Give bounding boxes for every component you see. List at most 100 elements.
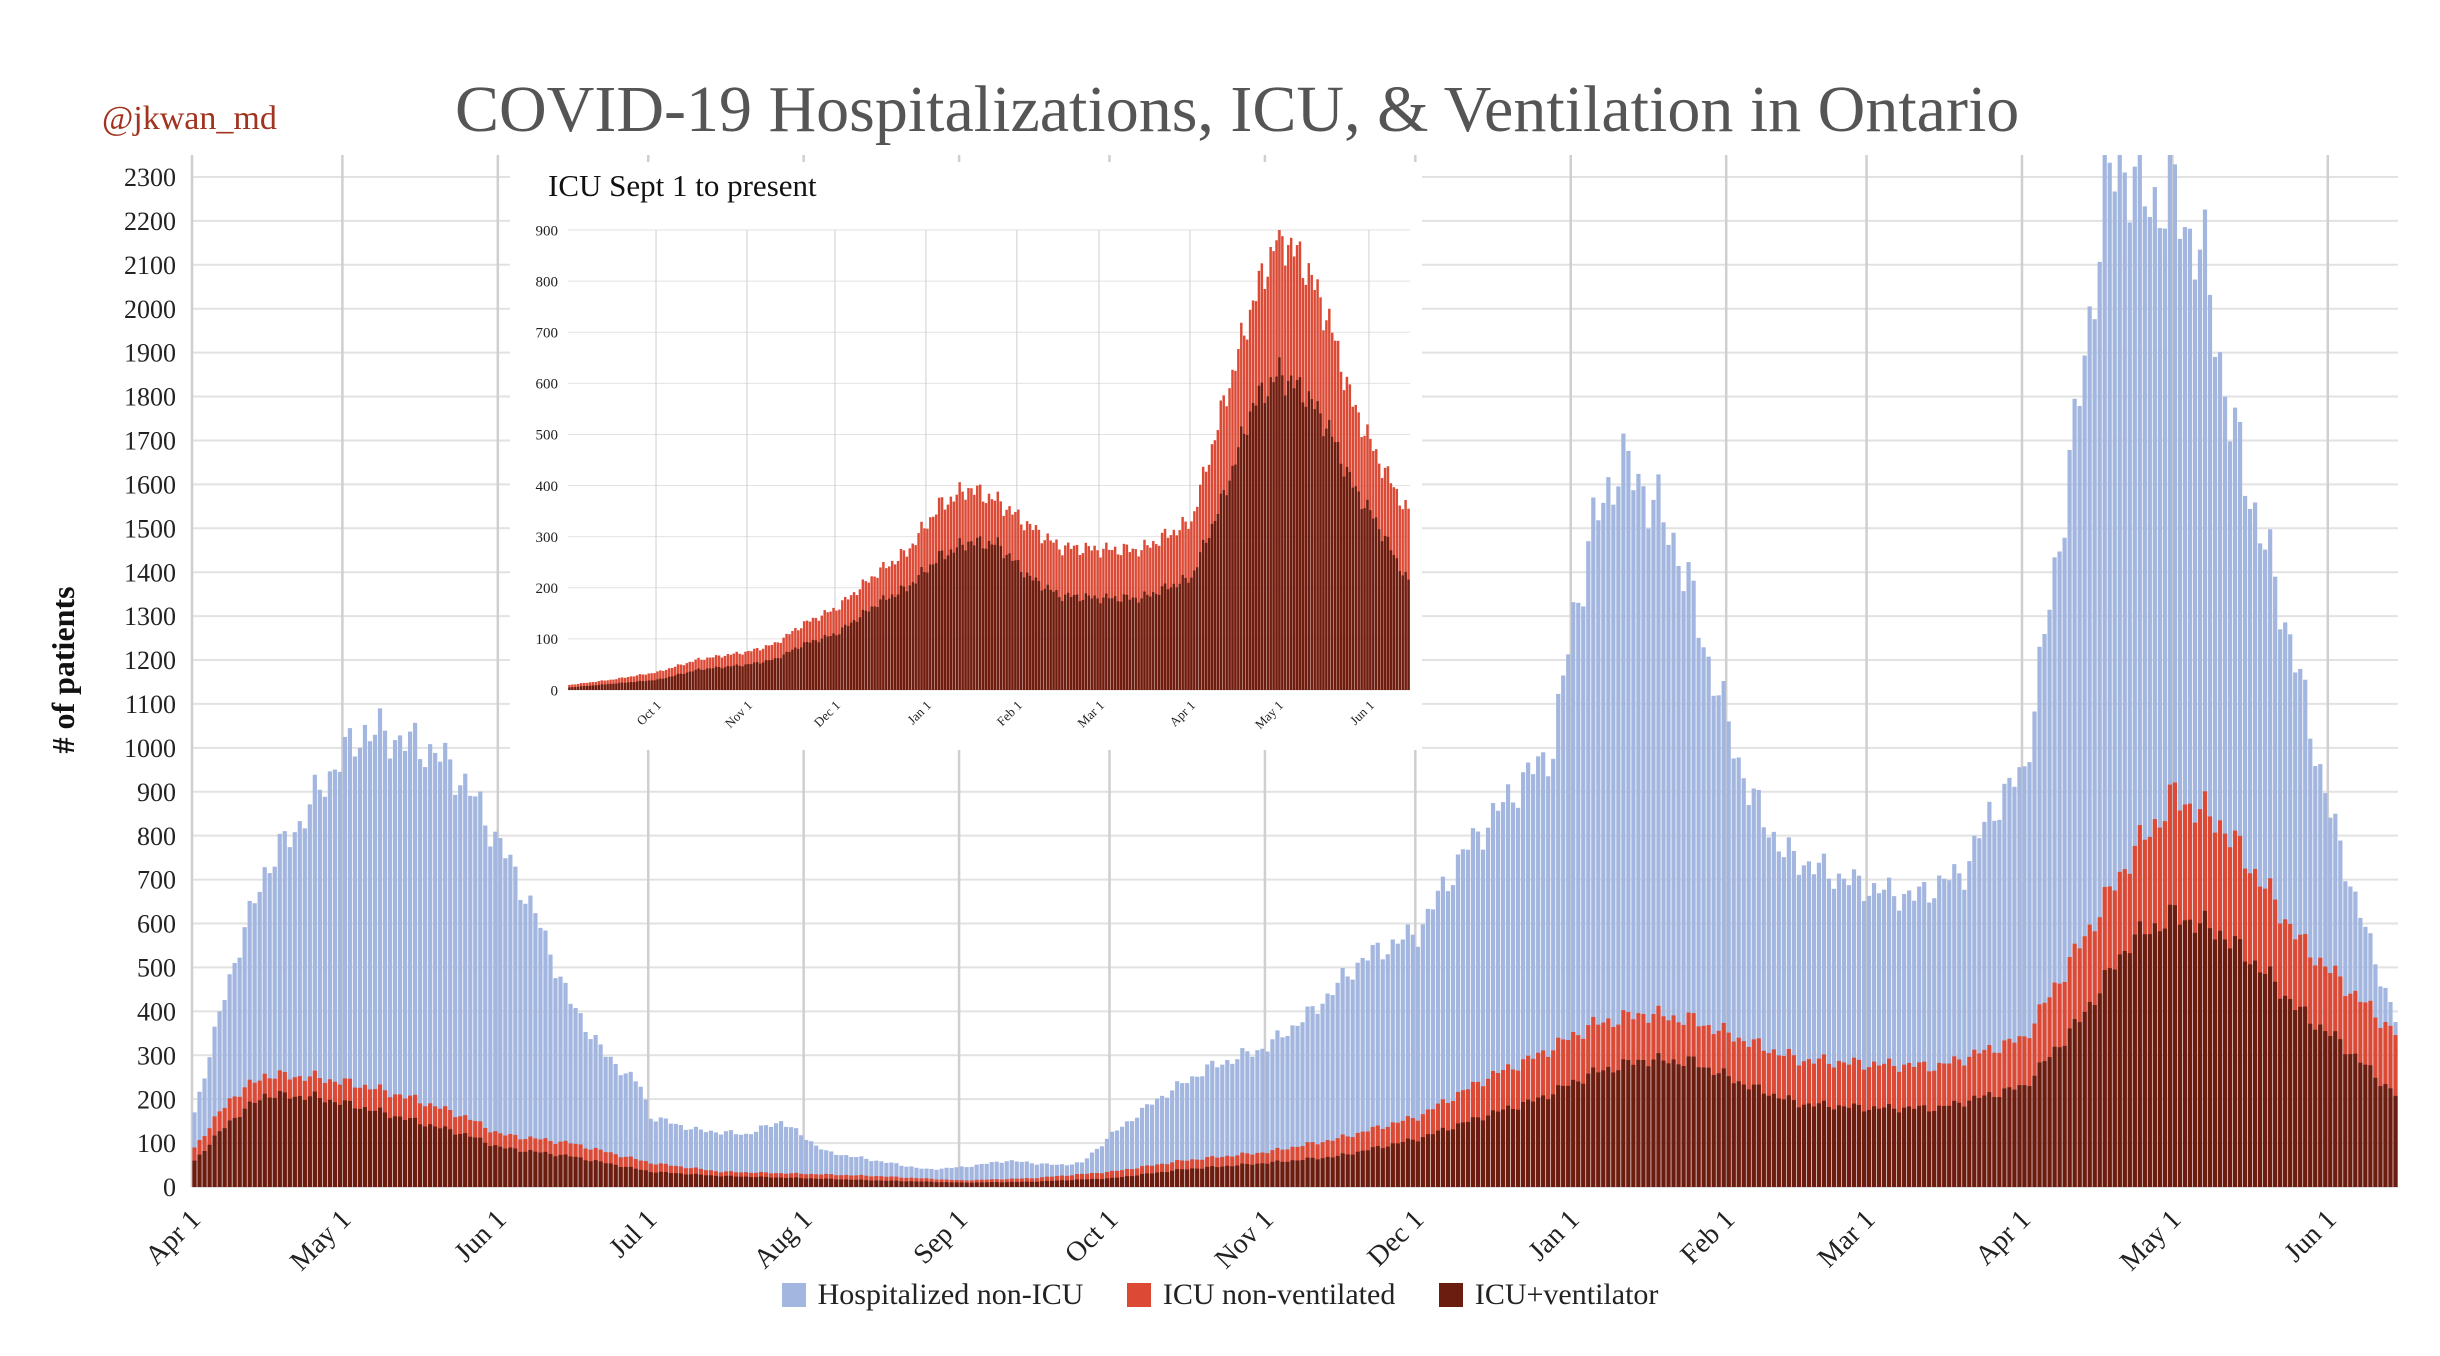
bar-hospitalized-non-icu xyxy=(292,832,297,1187)
bar-icu-ventilator xyxy=(770,659,774,690)
bar-icu-ventilator xyxy=(728,1175,734,1187)
bar-icu-ventilator xyxy=(1039,1181,1044,1187)
bar-icu-ventilator xyxy=(362,1107,368,1187)
bar-icu-ventilator xyxy=(703,1175,709,1187)
bar-hospitalized-non-icu xyxy=(2027,762,2032,1187)
bar-icu-ventilator xyxy=(993,544,997,690)
bar-icu-ventilator xyxy=(1415,1141,1420,1187)
bar-icu-ventilator xyxy=(849,1179,854,1187)
bar-icu-ventilator xyxy=(2042,1061,2047,1187)
bar-hospitalized-non-icu xyxy=(1821,853,1827,1187)
bar-hospitalized-non-icu xyxy=(2057,551,2062,1187)
bar-icu-ventilator xyxy=(202,1151,207,1187)
bar-icu-ventilator xyxy=(473,1137,478,1187)
bar-icu-ventilator xyxy=(711,668,715,690)
bar-icu-ventilator xyxy=(2358,1062,2363,1187)
bar-icu-ventilator xyxy=(1336,442,1340,690)
bar-icu-ventilator xyxy=(1275,376,1278,690)
bar-hospitalized-non-icu xyxy=(723,1131,729,1187)
y-tick-label: 0 xyxy=(163,1173,176,1202)
bar-icu-ventilator xyxy=(788,651,791,690)
bar-icu-ventilator xyxy=(1146,594,1149,690)
bar-icu-ventilator xyxy=(1821,1100,1827,1187)
bar-icu-ventilator xyxy=(1826,1106,1832,1187)
bar-icu-ventilator xyxy=(937,551,941,690)
bar-icu-ventilator xyxy=(2127,953,2132,1187)
bar-icu-ventilator xyxy=(1616,1070,1621,1187)
bar-icu-ventilator xyxy=(885,599,888,690)
bar-hospitalized-non-icu xyxy=(2288,634,2293,1187)
bar-hospitalized-non-icu xyxy=(548,954,553,1187)
bar-icu-ventilator xyxy=(1014,560,1017,690)
bar-hospitalized-non-icu xyxy=(2162,228,2167,1187)
bar-icu-ventilator xyxy=(574,687,577,690)
bar-icu-ventilator xyxy=(1301,402,1305,690)
bar-hospitalized-non-icu xyxy=(758,1125,764,1187)
bar-icu-ventilator xyxy=(839,1179,844,1187)
bar-icu-ventilator xyxy=(838,634,841,690)
bar-icu-ventilator xyxy=(1040,590,1044,690)
bar-hospitalized-non-icu xyxy=(2212,356,2218,1187)
bar-icu-ventilator xyxy=(2323,1031,2328,1187)
bar-icu-ventilator xyxy=(1455,1123,1461,1187)
bar-icu-ventilator xyxy=(1272,382,1275,690)
bar-icu-ventilator xyxy=(876,607,879,690)
bar-icu-ventilator xyxy=(2067,1028,2072,1187)
bar-icu-ventilator xyxy=(784,1178,789,1187)
bar-icu-ventilator xyxy=(1199,552,1202,690)
bar-hospitalized-non-icu xyxy=(613,1063,618,1187)
bar-icu-ventilator xyxy=(949,1182,954,1187)
bar-hospitalized-non-icu xyxy=(2097,261,2102,1187)
bar-icu-ventilator xyxy=(888,598,891,690)
bar-icu-ventilator xyxy=(1290,1160,1295,1187)
bar-hospitalized-non-icu xyxy=(1546,776,1551,1187)
bar-icu-ventilator xyxy=(1154,593,1158,690)
bar-icu-ventilator xyxy=(1398,571,1401,690)
bar-hospitalized-non-icu xyxy=(513,866,518,1187)
bar-icu-ventilator xyxy=(1395,558,1399,690)
bar-icu-ventilator xyxy=(629,682,633,690)
bar-icu-ventilator xyxy=(588,1161,593,1187)
bar-icu-ventilator xyxy=(1078,601,1082,690)
bar-hospitalized-non-icu xyxy=(1621,433,1626,1187)
bar-hospitalized-non-icu xyxy=(1761,827,1766,1187)
bar-icu-ventilator xyxy=(568,687,571,690)
bar-hospitalized-non-icu xyxy=(1410,934,1415,1187)
bar-icu-ventilator xyxy=(603,1163,608,1187)
bar-hospitalized-non-icu xyxy=(2187,228,2193,1188)
bar-hospitalized-non-icu xyxy=(1526,762,1531,1187)
bar-icu-ventilator xyxy=(1005,554,1008,690)
bar-icu-ventilator xyxy=(317,1098,322,1187)
bar-hospitalized-non-icu xyxy=(2268,529,2273,1187)
bar-icu-ventilator xyxy=(2007,1087,2012,1187)
bar-hospitalized-non-icu xyxy=(784,1126,789,1187)
bar-hospitalized-non-icu xyxy=(1380,959,1385,1187)
bar-hospitalized-non-icu xyxy=(1992,820,1997,1187)
bar-hospitalized-non-icu xyxy=(458,785,463,1187)
bar-icu-ventilator xyxy=(2303,1006,2308,1187)
legend-swatch-non-icu xyxy=(781,1283,806,1307)
bar-hospitalized-non-icu xyxy=(2072,398,2077,1187)
bar-icu-ventilator xyxy=(952,552,956,690)
bar-hospitalized-non-icu xyxy=(533,913,538,1187)
y-tick-label: 700 xyxy=(536,325,559,341)
bar-hospitalized-non-icu xyxy=(844,1155,849,1187)
bar-icu-ventilator xyxy=(1947,1105,1952,1187)
bar-hospitalized-non-icu xyxy=(212,1026,217,1187)
y-tick-label: 800 xyxy=(137,822,176,851)
bar-hospitalized-non-icu xyxy=(1881,889,1887,1187)
bar-icu-ventilator xyxy=(609,683,612,690)
bar-icu-ventilator xyxy=(2393,1095,2398,1187)
bar-hospitalized-non-icu xyxy=(1641,486,1646,1187)
bar-icu-ventilator xyxy=(1220,1166,1225,1187)
bar-icu-ventilator xyxy=(272,1097,277,1187)
chart-title: COVID-19 Hospitalizations, ICU, & Ventil… xyxy=(455,73,2020,146)
bar-hospitalized-non-icu xyxy=(989,1162,994,1187)
bar-hospitalized-non-icu xyxy=(628,1071,633,1187)
bar-icu-ventilator xyxy=(297,1095,302,1187)
bar-icu-ventilator xyxy=(2293,1010,2298,1187)
bar-hospitalized-non-icu xyxy=(433,752,438,1187)
bar-icu-ventilator xyxy=(443,1126,448,1187)
bar-icu-ventilator xyxy=(890,594,894,690)
bar-icu-ventilator xyxy=(1375,517,1378,690)
